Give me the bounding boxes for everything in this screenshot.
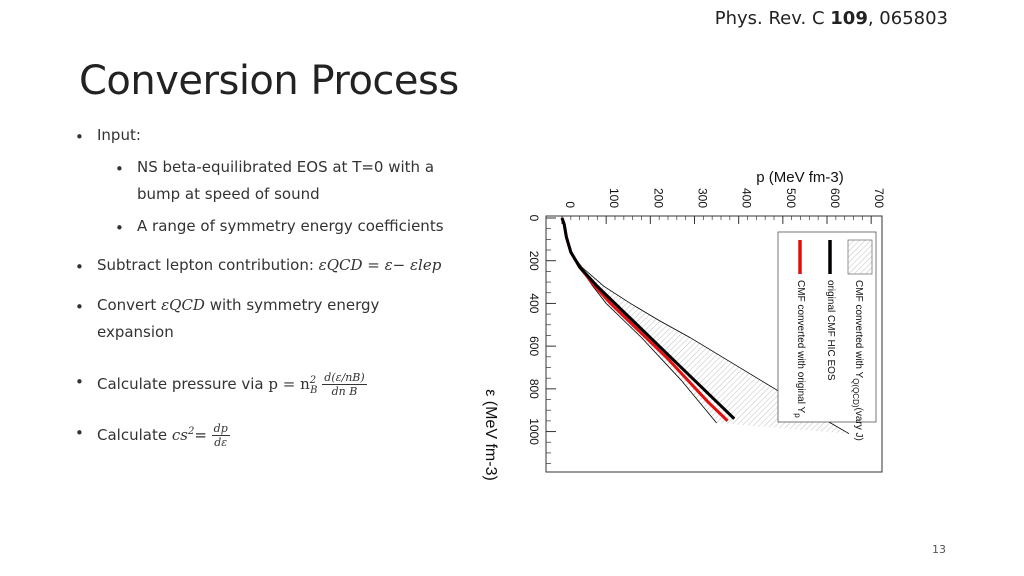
eos-chart: 0 100 200 300 400 500 600 700 0 200 400 600 800 1000… bbox=[482, 169, 886, 481]
bullet-dot: • bbox=[75, 258, 84, 276]
bullet-text: Convert εQCD with symmetry energy expansi… bbox=[97, 296, 380, 341]
y-tick-label: 200 bbox=[527, 251, 541, 271]
bullet-dot: • bbox=[75, 298, 84, 316]
y-tick-label: 800 bbox=[527, 379, 541, 399]
y-tick-label: 1000 bbox=[527, 418, 541, 445]
bullet-dot: • bbox=[75, 424, 84, 442]
legend-band-swatch bbox=[847, 239, 873, 275]
bullet-text: NS beta-equilibrated EOS at T=0 with a bu… bbox=[137, 158, 435, 203]
x-tick-label: 100 bbox=[607, 188, 621, 208]
legend: CMF converted with YQ(QCD)(vary J) origi… bbox=[777, 231, 877, 441]
fraction-pressure: d(ε/nB) dn B bbox=[322, 371, 367, 398]
series-black-line bbox=[560, 217, 736, 420]
fraction-sound-speed: dp dε bbox=[211, 422, 230, 449]
bullet-text: Calculate pressure via p = n2B d(ε/nB) dn… bbox=[97, 371, 367, 398]
x-axis-ticks: 0 100 200 300 400 500 600 700 bbox=[561, 188, 886, 224]
bullet-dot: • bbox=[115, 219, 124, 237]
y-axis-label: ε (MeV fm-3) bbox=[482, 389, 499, 481]
equation-subtract: εQCD = ε− εlep bbox=[318, 256, 442, 274]
page-number: 13 bbox=[932, 543, 946, 556]
y-tick-label: 600 bbox=[527, 336, 541, 356]
bullet-dot: • bbox=[75, 373, 84, 391]
journal-name: Phys. Rev. C bbox=[714, 8, 825, 29]
series-lines bbox=[560, 217, 850, 435]
x-tick-label: 300 bbox=[696, 188, 710, 208]
bullet-text: Calculate cs2= dp dε bbox=[97, 422, 230, 449]
journal-volume: 109 bbox=[830, 8, 868, 29]
x-tick-label: 600 bbox=[828, 188, 842, 208]
journal-article: , 065803 bbox=[867, 8, 948, 29]
x-tick-label: 0 bbox=[563, 201, 577, 208]
slide-title: Conversion Process bbox=[79, 58, 459, 104]
x-axis-label: p (MeV fm-3) bbox=[756, 169, 844, 186]
legend-red-label: CMF converted with original Yp bbox=[793, 280, 806, 418]
legend-band-label: CMF converted with YQ(QCD)(vary J) bbox=[851, 280, 864, 441]
legend-black-label: original CMF HIC EOS bbox=[825, 280, 836, 381]
y-axis-ticks: 0 200 400 600 800 1000 bbox=[527, 215, 556, 464]
journal-reference: Phys. Rev. C 109, 065803 bbox=[715, 8, 948, 29]
y-tick-label: 400 bbox=[527, 293, 541, 313]
x-tick-label: 500 bbox=[784, 188, 798, 208]
bullet-text: Input: bbox=[97, 126, 141, 144]
bullet-text: A range of symmetry energy coefficients bbox=[137, 217, 444, 235]
x-tick-label: 700 bbox=[872, 188, 886, 208]
bullet-dot: • bbox=[75, 128, 84, 146]
bullet-dot: • bbox=[115, 160, 124, 178]
y-tick-label: 0 bbox=[527, 215, 541, 222]
x-tick-label: 200 bbox=[651, 188, 665, 208]
bullet-text: Subtract lepton contribution: εQCD = ε− … bbox=[97, 256, 442, 274]
x-tick-label: 400 bbox=[740, 188, 754, 208]
